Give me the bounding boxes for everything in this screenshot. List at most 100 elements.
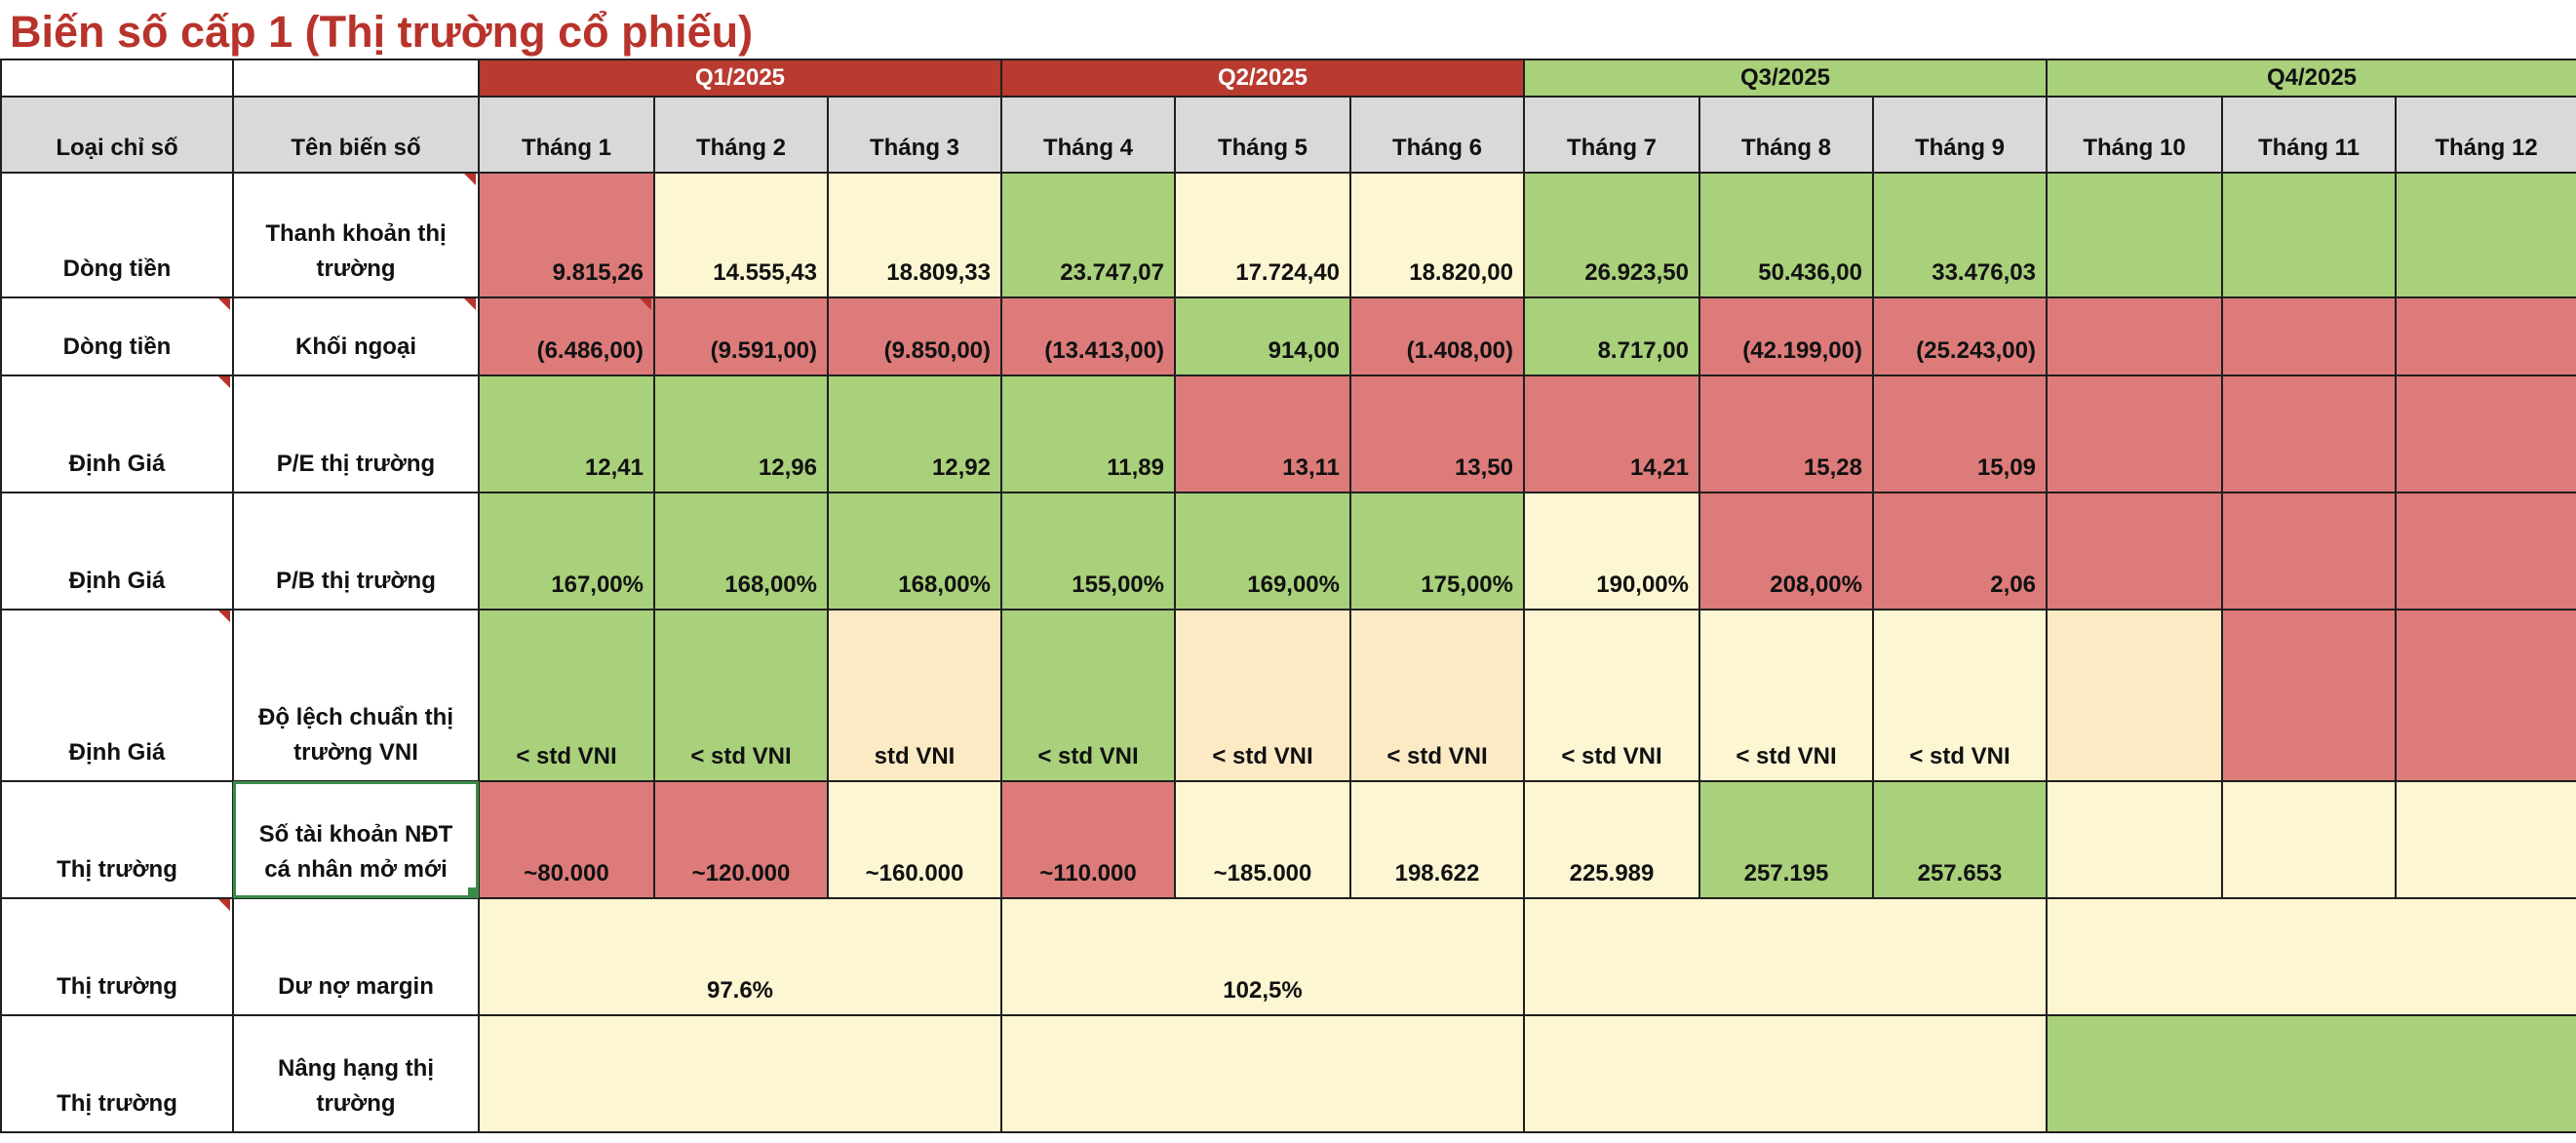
header-type[interactable]: Loại chỉ số <box>0 96 234 174</box>
value-cell[interactable]: 168,00% <box>827 492 1002 611</box>
value-cell[interactable]: 155,00% <box>1000 492 1176 611</box>
value-cell[interactable]: < std VNI <box>1698 609 1874 782</box>
value-cell[interactable]: (13.413,00) <box>1000 296 1176 376</box>
value-cell[interactable] <box>2046 492 2223 611</box>
value-cell[interactable]: 13,50 <box>1349 374 1525 493</box>
value-cell[interactable]: < std VNI <box>1000 609 1176 782</box>
value-cell[interactable] <box>2395 780 2576 899</box>
header-month[interactable]: Tháng 3 <box>827 96 1002 174</box>
margin-q1-cell[interactable]: 97.6% <box>478 897 1002 1016</box>
value-cell[interactable]: 225.989 <box>1523 780 1700 899</box>
quarter-q2[interactable]: Q2/2025 <box>1000 59 1525 98</box>
value-cell[interactable]: 18.820,00 <box>1349 172 1525 298</box>
value-cell[interactable]: 208,00% <box>1698 492 1874 611</box>
value-cell[interactable]: 33.476,03 <box>1872 172 2048 298</box>
row-type-cell[interactable]: Dòng tiền <box>0 296 234 376</box>
value-cell[interactable] <box>2046 296 2223 376</box>
value-cell[interactable]: std VNI <box>827 609 1002 782</box>
quarter-q3[interactable]: Q3/2025 <box>1523 59 2048 98</box>
header-month[interactable]: Tháng 2 <box>653 96 829 174</box>
margin-q4-cell[interactable] <box>2046 897 2576 1016</box>
value-cell[interactable] <box>2395 374 2576 493</box>
row-type-cell[interactable]: Định Giá <box>0 609 234 782</box>
row-type-cell[interactable]: Định Giá <box>0 492 234 611</box>
value-cell[interactable] <box>2046 374 2223 493</box>
value-cell[interactable]: 257.195 <box>1698 780 1874 899</box>
value-cell[interactable]: ~110.000 <box>1000 780 1176 899</box>
value-cell[interactable]: 198.622 <box>1349 780 1525 899</box>
upgrade-q4-cell[interactable] <box>2046 1014 2576 1133</box>
value-cell[interactable]: 9.815,26 <box>478 172 655 298</box>
header-month[interactable]: Tháng 5 <box>1174 96 1351 174</box>
header-month[interactable]: Tháng 4 <box>1000 96 1176 174</box>
row-type-cell[interactable]: Định Giá <box>0 374 234 493</box>
value-cell[interactable]: ~185.000 <box>1174 780 1351 899</box>
value-cell[interactable]: 11,89 <box>1000 374 1176 493</box>
row-name-cell[interactable]: Dư nợ margin <box>232 897 480 1016</box>
header-month[interactable]: Tháng 8 <box>1698 96 1874 174</box>
value-cell[interactable]: < std VNI <box>653 609 829 782</box>
value-cell[interactable] <box>2046 780 2223 899</box>
value-cell[interactable] <box>2221 609 2397 782</box>
value-cell[interactable]: < std VNI <box>1872 609 2048 782</box>
value-cell[interactable]: 175,00% <box>1349 492 1525 611</box>
value-cell[interactable]: (42.199,00) <box>1698 296 1874 376</box>
value-cell[interactable] <box>2395 609 2576 782</box>
row-name-cell[interactable]: Nâng hạng thị trường <box>232 1014 480 1133</box>
value-cell[interactable]: 23.747,07 <box>1000 172 1176 298</box>
value-cell[interactable]: 15,28 <box>1698 374 1874 493</box>
value-cell[interactable] <box>2221 780 2397 899</box>
fill-handle[interactable] <box>468 887 477 896</box>
row-type-cell[interactable]: Thị trường <box>0 897 234 1016</box>
header-month[interactable]: Tháng 7 <box>1523 96 1700 174</box>
value-cell[interactable]: 12,92 <box>827 374 1002 493</box>
header-name[interactable]: Tên biến số <box>232 96 480 174</box>
value-cell[interactable]: 17.724,40 <box>1174 172 1351 298</box>
row-name-cell[interactable]: Khối ngoại <box>232 296 480 376</box>
upgrade-q3-cell[interactable] <box>1523 1014 2048 1133</box>
value-cell[interactable] <box>2221 172 2397 298</box>
value-cell[interactable]: 12,41 <box>478 374 655 493</box>
value-cell[interactable]: (6.486,00) <box>478 296 655 376</box>
value-cell[interactable]: 2,06 <box>1872 492 2048 611</box>
header-month[interactable]: Tháng 9 <box>1872 96 2048 174</box>
row-type-cell[interactable]: Dòng tiền <box>0 172 234 298</box>
value-cell[interactable]: < std VNI <box>1349 609 1525 782</box>
margin-q3-cell[interactable] <box>1523 897 2048 1016</box>
value-cell[interactable] <box>2046 609 2223 782</box>
header-month[interactable]: Tháng 10 <box>2046 96 2223 174</box>
row-name-cell[interactable]: P/B thị trường <box>232 492 480 611</box>
value-cell[interactable]: 18.809,33 <box>827 172 1002 298</box>
value-cell[interactable] <box>2221 492 2397 611</box>
value-cell[interactable]: 12,96 <box>653 374 829 493</box>
value-cell[interactable] <box>2046 172 2223 298</box>
value-cell[interactable]: 14,21 <box>1523 374 1700 493</box>
quarter-q1[interactable]: Q1/2025 <box>478 59 1002 98</box>
header-month[interactable]: Tháng 6 <box>1349 96 1525 174</box>
row-name-cell[interactable]: P/E thị trường <box>232 374 480 493</box>
value-cell[interactable]: ~120.000 <box>653 780 829 899</box>
value-cell[interactable]: 8.717,00 <box>1523 296 1700 376</box>
header-month[interactable]: Tháng 1 <box>478 96 655 174</box>
value-cell[interactable]: 14.555,43 <box>653 172 829 298</box>
value-cell[interactable] <box>2221 296 2397 376</box>
value-cell[interactable]: ~80.000 <box>478 780 655 899</box>
value-cell[interactable]: 13,11 <box>1174 374 1351 493</box>
blank-cell[interactable] <box>0 59 234 98</box>
row-type-cell[interactable]: Thị trường <box>0 1014 234 1133</box>
value-cell[interactable]: 15,09 <box>1872 374 2048 493</box>
value-cell[interactable] <box>2221 374 2397 493</box>
value-cell[interactable]: (9.850,00) <box>827 296 1002 376</box>
value-cell[interactable]: (25.243,00) <box>1872 296 2048 376</box>
value-cell[interactable]: 257.653 <box>1872 780 2048 899</box>
selected-cell-account-count[interactable]: Số tài khoản NĐT cá nhân mở mới <box>232 780 480 899</box>
value-cell[interactable] <box>2395 492 2576 611</box>
blank-cell[interactable] <box>232 59 480 98</box>
header-month[interactable]: Tháng 12 <box>2395 96 2576 174</box>
value-cell[interactable]: 168,00% <box>653 492 829 611</box>
value-cell[interactable]: 190,00% <box>1523 492 1700 611</box>
value-cell[interactable]: ~160.000 <box>827 780 1002 899</box>
value-cell[interactable]: < std VNI <box>1174 609 1351 782</box>
margin-q2-cell[interactable]: 102,5% <box>1000 897 1525 1016</box>
value-cell[interactable] <box>2395 296 2576 376</box>
